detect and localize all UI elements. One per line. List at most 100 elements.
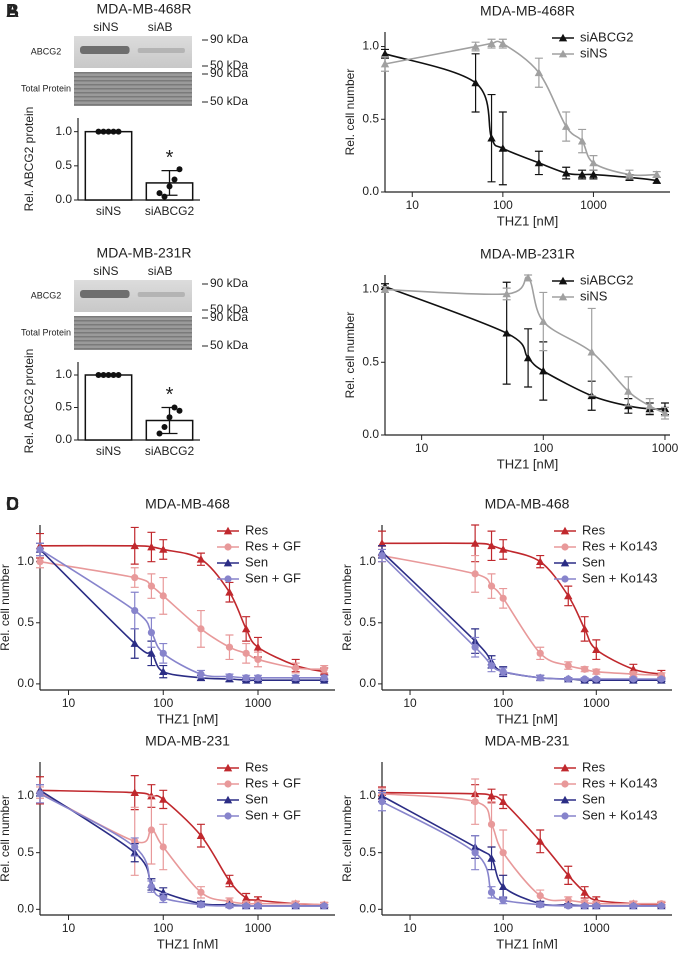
marker-label: 90 kDa <box>210 310 248 324</box>
y-tick-label: 0.5 <box>55 400 72 414</box>
y-tick-label: 0.0 <box>17 902 34 916</box>
fit-curve <box>384 40 657 177</box>
blot-row-label: Total Protein <box>21 327 71 337</box>
data-point <box>197 901 205 909</box>
legend-marker <box>560 795 570 804</box>
data-point <box>380 59 390 68</box>
data-point <box>378 551 386 560</box>
data-point <box>652 176 661 184</box>
x-axis-label: THZ1 [nM] <box>496 936 557 949</box>
data-point <box>577 136 587 145</box>
data-point <box>592 902 600 910</box>
data-point <box>292 902 300 910</box>
data-point <box>625 170 634 178</box>
legend-label: Res <box>245 522 269 537</box>
fit-curve <box>384 53 657 182</box>
y-axis-label: Rel. cell number <box>340 564 354 651</box>
x-tick-label: siNS <box>96 204 121 218</box>
data-point <box>36 558 44 566</box>
data-point <box>171 404 178 411</box>
bar <box>84 130 133 201</box>
blot-row-label: ABCG2 <box>31 46 62 56</box>
data-point <box>564 591 573 600</box>
y-tick-label: 0.0 <box>362 184 379 198</box>
data-point <box>320 902 328 910</box>
data-point <box>471 643 479 651</box>
data-point <box>564 902 572 910</box>
x-tick-label: siABCG2 <box>145 444 195 458</box>
fit-curve <box>39 789 325 906</box>
marker-label: 50 kDa <box>210 94 248 108</box>
fit-curve <box>39 548 325 679</box>
data-point <box>536 837 545 845</box>
fit-curve <box>381 791 662 906</box>
legend-marker <box>558 33 568 42</box>
data-point <box>581 902 589 910</box>
data-point <box>564 675 572 683</box>
data-point <box>564 661 572 670</box>
legend-marker <box>224 575 232 583</box>
blot-band <box>137 292 185 297</box>
x-tick-label: 1000 <box>652 441 679 455</box>
y-tick-label: 0.5 <box>362 111 379 125</box>
data-point <box>629 665 638 673</box>
chart-title: MDA-MB-468R <box>480 3 575 19</box>
fit-curve <box>384 285 665 410</box>
data-point <box>589 170 598 178</box>
data-point <box>498 882 508 891</box>
data-point <box>534 68 544 77</box>
legend-label: siABCG2 <box>580 272 633 287</box>
data-point <box>131 606 139 615</box>
fit-curve <box>39 544 325 673</box>
data-point <box>197 625 205 633</box>
x-axis-label: THZ1 [nM] <box>497 213 558 228</box>
data-point <box>487 541 496 550</box>
marker-label: 50 kDa <box>210 338 248 352</box>
data-point <box>159 649 167 657</box>
data-point <box>380 285 390 293</box>
y-axis-label: Rel. cell number <box>340 795 354 882</box>
legend-label: Res <box>582 522 606 537</box>
data-point <box>131 843 139 851</box>
data-point <box>523 273 533 282</box>
data-point <box>536 649 544 657</box>
y-tick-label: 1.0 <box>362 282 379 296</box>
data-point <box>147 649 156 657</box>
data-point <box>130 541 139 550</box>
data-point <box>147 628 156 637</box>
x-tick-label: 100 <box>493 198 513 212</box>
y-tick-label: 1.0 <box>359 788 376 802</box>
data-point <box>196 555 206 563</box>
data-point <box>166 414 173 421</box>
data-point <box>499 896 507 904</box>
fit-curve <box>381 554 662 680</box>
data-point <box>100 128 107 135</box>
legend-marker <box>224 780 232 788</box>
legend-label: siNS <box>580 288 608 303</box>
data-point <box>171 176 178 183</box>
legend-label: Sen <box>245 791 268 806</box>
legend-marker <box>223 558 233 567</box>
data-point <box>253 643 263 651</box>
data-point <box>536 892 544 900</box>
fit-curve <box>39 560 325 671</box>
data-point <box>159 843 167 851</box>
data-point <box>502 289 511 298</box>
data-point <box>523 353 533 362</box>
y-tick-label: 0.5 <box>17 615 34 629</box>
data-point <box>577 170 587 178</box>
y-axis-label: Rel. ABCG2 protein <box>22 107 36 212</box>
panel-letter: B <box>6 1 19 21</box>
legend-marker <box>558 292 568 301</box>
legend-label: Res + Ko143 <box>582 538 658 553</box>
x-tick-label: 100 <box>153 696 173 710</box>
data-point <box>487 661 496 670</box>
data-point <box>587 347 596 356</box>
x-tick-label: 100 <box>493 696 513 710</box>
y-tick-label: 1.0 <box>359 554 376 568</box>
blot-image <box>74 316 192 350</box>
legend-label: Sen <box>582 791 605 806</box>
data-point <box>536 901 544 909</box>
data-point <box>624 387 633 395</box>
